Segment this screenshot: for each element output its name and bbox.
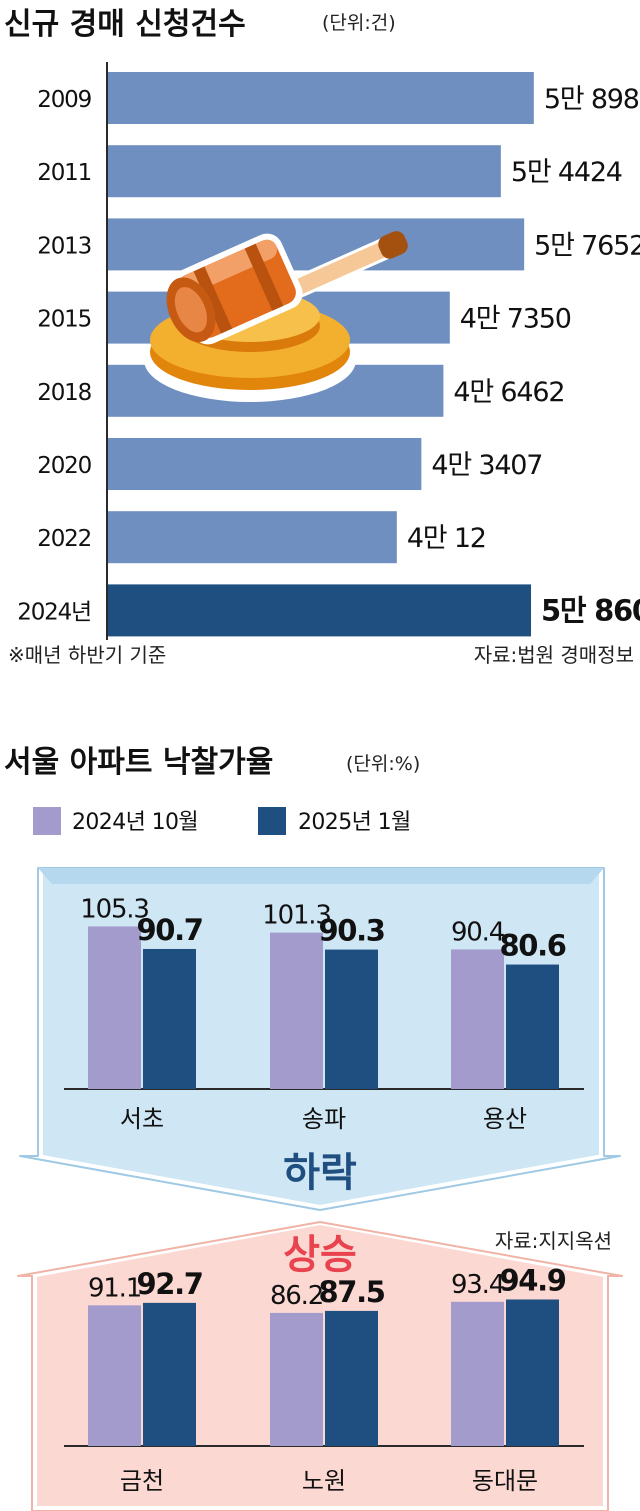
- year-label-2013: 2013: [37, 233, 91, 259]
- value-label-서초-2025년-1월: 90.7: [137, 913, 203, 947]
- value-label-2024년: 5만 8600: [541, 593, 640, 627]
- bar-2022: [108, 511, 397, 564]
- year-label-2015: 2015: [37, 307, 91, 333]
- value-label-용산-2024년-10월: 90.4: [451, 917, 505, 947]
- bar-용산-2025년-1월: [506, 964, 559, 1089]
- value-label-2020: 4만 3407: [431, 450, 542, 481]
- bar-노원-2024년-10월: [270, 1312, 323, 1446]
- bar-2024년: [108, 584, 532, 637]
- gavel-illustration: [144, 231, 408, 402]
- bar-동대문-2025년-1월: [506, 1299, 559, 1446]
- value-label-2018: 4만 6462: [453, 377, 564, 408]
- value-label-동대문-2025년-1월: 94.9: [500, 1263, 566, 1297]
- bar-2011: [108, 145, 501, 198]
- year-label-2009: 2009: [37, 87, 91, 113]
- value-label-2022: 4만 12: [407, 523, 486, 554]
- year-label-2024년: 2024년: [17, 599, 91, 625]
- bar-2013: [108, 218, 525, 271]
- bar-2009: [108, 72, 534, 124]
- value-label-2013: 5만 7652: [534, 230, 640, 261]
- bar-서초-2025년-1월: [143, 948, 196, 1089]
- chart1-unit: (단위:건): [322, 12, 396, 34]
- bar-금천-2025년-1월: [143, 1302, 196, 1446]
- chart1-note: ※매년 하반기 기준: [8, 643, 166, 667]
- value-label-송파-2024년-10월: 101.3: [262, 901, 330, 931]
- legend-label-2025-jan: 2025년 1월: [298, 810, 411, 835]
- chart1-title: 신규 경매 신청건수: [4, 7, 246, 42]
- year-label-2011: 2011: [37, 160, 91, 186]
- value-label-서초-2024년-10월: 105.3: [80, 894, 148, 924]
- legend-swatch-2024-oct: [33, 807, 61, 835]
- category-label-송파: 송파: [302, 1105, 346, 1133]
- category-label-용산: 용산: [483, 1105, 527, 1133]
- value-label-송파-2025년-1월: 90.3: [319, 914, 385, 948]
- legend-swatch-2025-jan: [258, 807, 286, 835]
- value-label-2015: 4만 7350: [460, 304, 571, 335]
- year-label-2022: 2022: [37, 526, 91, 552]
- value-label-노원-2025년-1월: 87.5: [319, 1275, 385, 1309]
- chart2-title: 서울 아파트 낙찰가율: [4, 745, 273, 780]
- bar-서초-2024년-10월: [88, 926, 141, 1089]
- value-label-2009: 5만 8989: [544, 84, 640, 115]
- value-label-금천-2024년-10월: 91.1: [88, 1273, 141, 1303]
- value-label-용산-2025년-1월: 80.6: [500, 929, 566, 963]
- bar-2020: [108, 438, 422, 490]
- chart2-legend: 2024년 10월 2025년 1월: [33, 807, 411, 835]
- bar-용산-2024년-10월: [451, 949, 504, 1089]
- chart2-unit: (단위:%): [346, 753, 420, 775]
- value-label-2011: 5만 4424: [511, 157, 622, 188]
- increase-bars: 91.192.7 금천 86.287.5 노원 93.494.9 동대문: [88, 1263, 567, 1495]
- category-label-노원: 노원: [302, 1467, 346, 1495]
- category-label-금천: 금천: [120, 1467, 164, 1495]
- bar-동대문-2024년-10월: [451, 1301, 504, 1446]
- year-label-2018: 2018: [37, 380, 91, 406]
- bar-노원-2025년-1월: [325, 1310, 378, 1446]
- value-label-금천-2025년-1월: 92.7: [137, 1267, 203, 1301]
- category-label-서초: 서초: [120, 1105, 164, 1133]
- value-label-동대문-2024년-10월: 93.4: [451, 1270, 505, 1300]
- chart2-source: 자료:지지옥션: [495, 1229, 612, 1253]
- decline-label: 하락: [283, 1150, 357, 1196]
- bar-송파-2025년-1월: [325, 949, 378, 1089]
- bar-송파-2024년-10월: [270, 932, 323, 1089]
- legend-label-2024-oct: 2024년 10월: [72, 810, 198, 835]
- year-label-2020: 2020: [37, 453, 91, 479]
- bar-금천-2024년-10월: [88, 1305, 141, 1446]
- chart1-source: 자료:법원 경매정보: [474, 643, 634, 667]
- decline-bars: 105.390.7 서초 101.390.3 송파 90.480.6 용산: [80, 894, 567, 1133]
- increase-label: 상승: [283, 1232, 357, 1278]
- value-label-노원-2024년-10월: 86.2: [270, 1281, 323, 1311]
- category-label-동대문: 동대문: [472, 1467, 538, 1495]
